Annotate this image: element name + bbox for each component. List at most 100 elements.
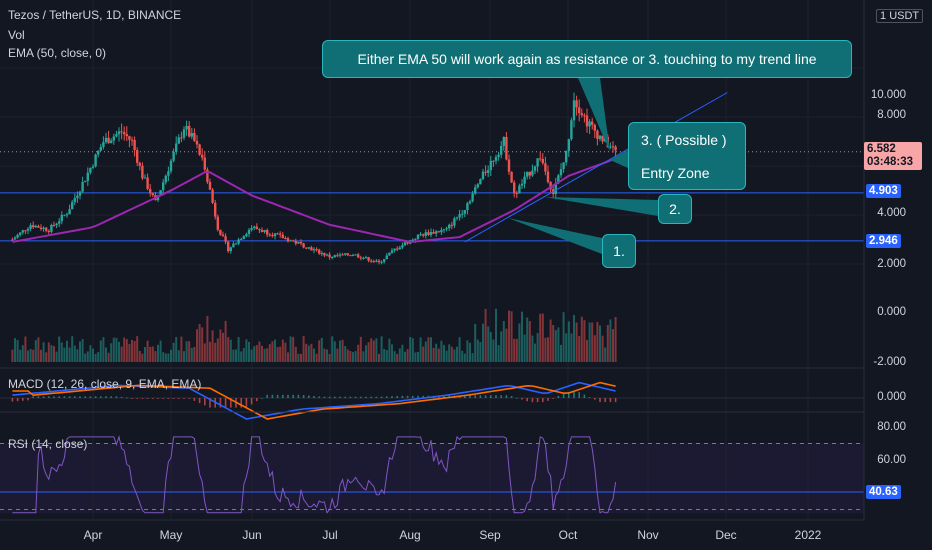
macd-histogram-bar <box>136 398 138 399</box>
volume-bar <box>289 336 292 362</box>
volume-bar <box>180 336 183 362</box>
volume-bar <box>315 353 318 362</box>
candle-body <box>598 135 602 139</box>
volume-bar <box>502 321 505 362</box>
candle-body <box>224 236 227 242</box>
volume-bar <box>456 346 458 362</box>
candle-body <box>136 150 139 163</box>
candle-body <box>429 231 433 236</box>
candle-body <box>45 227 48 231</box>
candle-body <box>461 213 464 215</box>
volume-bar <box>528 321 531 362</box>
volume-bar <box>159 340 162 362</box>
volume-bar <box>469 342 471 362</box>
candle-body <box>390 250 394 253</box>
volume-tick-0: 0.000 <box>877 306 906 318</box>
macd-histogram-bar <box>183 398 185 399</box>
volume-bar <box>144 346 146 362</box>
volume-bar <box>253 346 256 362</box>
volume-bar <box>248 341 250 362</box>
macd-histogram-bar <box>48 396 50 398</box>
macd-histogram-bar <box>63 396 66 398</box>
macd-tick-0: 0.000 <box>877 391 906 403</box>
volume-bar <box>102 337 105 362</box>
candle-body <box>583 115 586 117</box>
candle-body <box>578 107 581 114</box>
macd-histogram-bar <box>339 396 341 398</box>
callout-one[interactable]: 1. <box>602 234 636 268</box>
volume-bar <box>411 338 414 362</box>
rsi-band-fill <box>0 443 864 513</box>
volume-bar <box>94 353 97 362</box>
candle-body <box>26 228 30 231</box>
candle-body <box>115 134 118 137</box>
candle-body <box>445 228 448 230</box>
last-price-tag: 6.582 03:48:33 <box>864 142 922 170</box>
rsi-line <box>12 435 617 514</box>
volume-bar <box>349 350 352 362</box>
volume-bar <box>331 336 334 362</box>
candle-body <box>437 231 440 233</box>
candle-body <box>11 239 14 241</box>
candle-body <box>123 132 126 135</box>
volume-bar <box>201 327 204 362</box>
macd-histogram-bar <box>193 398 196 401</box>
candle-body <box>435 231 438 234</box>
volume-bar <box>396 353 399 362</box>
volume-bar <box>19 349 22 362</box>
candle-body <box>331 257 334 259</box>
candle-body <box>214 202 217 217</box>
candle-body <box>318 249 321 254</box>
candle-body <box>466 203 469 211</box>
volume-bar <box>580 316 583 362</box>
macd-histogram-bar <box>188 398 190 399</box>
macd-histogram-bar <box>380 396 383 398</box>
volume-bar <box>53 346 55 362</box>
candle-body <box>341 254 344 256</box>
candle-body <box>411 239 414 241</box>
macd-histogram-bar <box>354 396 357 398</box>
candle-body <box>440 229 443 233</box>
callout-main[interactable]: Either EMA 50 will work again as resista… <box>322 40 852 78</box>
candle-body <box>601 135 604 142</box>
volume-bar <box>523 334 526 362</box>
macd-histogram-bar <box>412 395 414 398</box>
candle-body <box>427 232 430 236</box>
volume-bar <box>133 341 136 362</box>
callout-entry-zone[interactable]: 3. ( Possible ) Entry Zone <box>628 122 746 190</box>
volume-bar <box>482 323 484 362</box>
candle-body <box>344 253 347 255</box>
candle-body <box>351 254 355 256</box>
volume-bar <box>432 347 435 362</box>
candle-body <box>541 158 544 164</box>
candle-body <box>497 154 500 157</box>
volume-bar <box>344 346 347 362</box>
macd-line <box>12 381 616 420</box>
macd-histogram-bar <box>557 395 560 398</box>
candle-body <box>237 239 240 244</box>
volume-bar <box>401 344 404 362</box>
volume-bar <box>89 345 92 362</box>
ema-label: EMA (50, close, 0) <box>8 46 107 60</box>
currency-badge[interactable]: 1 USDT <box>876 9 924 23</box>
macd-histogram-bar <box>469 395 471 398</box>
candle-body <box>177 137 180 144</box>
volume-bar <box>328 353 331 362</box>
candle-body <box>505 136 508 160</box>
volume-bar <box>453 349 456 362</box>
volume-bar <box>435 343 438 362</box>
macd-histogram-bar <box>219 398 222 408</box>
candle-body <box>333 255 336 258</box>
macd-histogram-bar <box>484 395 487 398</box>
candle-body <box>180 137 183 139</box>
macd-histogram-bar <box>536 398 539 403</box>
volume-bar <box>188 341 191 362</box>
candle-body <box>520 183 524 186</box>
callout-two[interactable]: 2. <box>658 194 692 224</box>
candle-body <box>271 235 274 237</box>
candle-body <box>16 234 19 238</box>
macd-histogram-bar <box>53 396 55 398</box>
volume-bar <box>190 347 193 362</box>
volume-bar <box>141 353 144 362</box>
